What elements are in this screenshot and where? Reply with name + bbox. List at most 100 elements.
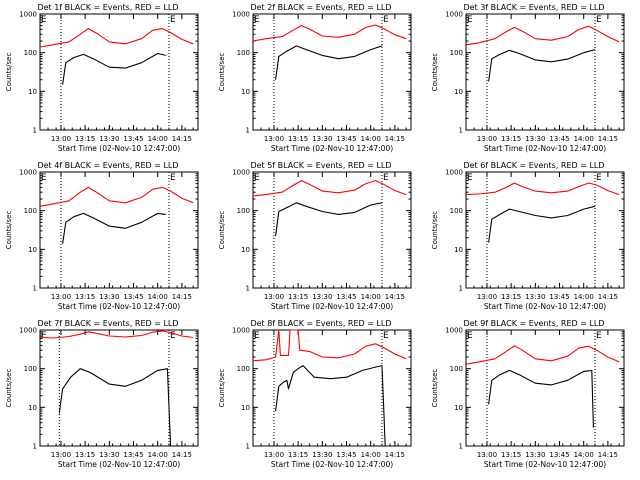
panel-title: Det 9f BLACK = Events, RED = LLD: [463, 319, 604, 328]
x-tick-label: 13:00: [264, 293, 284, 301]
x-tick-label: 14:15: [385, 135, 405, 143]
x-axis-label: Start Time (02-Nov-10 12:47:00): [58, 302, 180, 311]
y-axis-label: Counts/sec: [5, 369, 13, 408]
x-tick-label: 13:15: [288, 135, 308, 143]
corner-marker: E: [254, 15, 260, 25]
panel-det-8: Det 8f BLACK = Events, RED = LLD 1 10 100 10…: [218, 319, 412, 469]
x-tick-label: 13:45: [549, 135, 569, 143]
x-axis-label: Start Time (02-Nov-10 12:47:00): [484, 144, 606, 153]
corner-marker: E: [170, 173, 176, 183]
plot-frame: [465, 171, 625, 289]
y-axis-label: Counts/sec: [5, 211, 13, 250]
x-tick-label: 13:00: [51, 451, 71, 459]
x-tick-label: 14:15: [598, 135, 618, 143]
lld-series-line: [252, 180, 407, 197]
y-tick-label: 1000: [19, 327, 37, 335]
x-tick-label: 13:30: [99, 451, 119, 459]
y-tick-label: 1: [246, 127, 250, 135]
x-tick-label: 13:30: [525, 293, 545, 301]
corner-marker: E: [596, 173, 602, 183]
events-series-line: [488, 205, 596, 243]
y-tick-label: 100: [450, 49, 463, 57]
y-tick-label: 1: [459, 443, 463, 451]
y-tick-label: 10: [241, 404, 250, 412]
x-tick-label: 14:00: [574, 451, 594, 459]
panel-title: Det 3f BLACK = Events, RED = LLD: [463, 3, 604, 12]
plot-frame: [252, 13, 412, 131]
panel-det-2: Det 2f BLACK = Events, RED = LLD 1 10 100 10…: [218, 3, 412, 153]
y-tick-label: 1: [459, 127, 463, 135]
x-tick-label: 13:45: [123, 135, 143, 143]
y-tick-label: 100: [237, 207, 250, 215]
lld-series-line: [465, 182, 620, 196]
x-tick-label: 14:00: [361, 135, 381, 143]
y-tick-label: 10: [454, 246, 463, 254]
x-tick-label: 14:00: [574, 293, 594, 301]
y-tick-label: 10: [241, 246, 250, 254]
x-tick-label: 13:00: [477, 135, 497, 143]
x-tick-label: 13:30: [525, 451, 545, 459]
y-tick-label: 1: [246, 443, 250, 451]
x-tick-label: 13:15: [288, 451, 308, 459]
panel-det-6: Det 6f BLACK = Events, RED = LLD 1 10 100 10…: [431, 161, 625, 311]
x-tick-label: 13:15: [288, 293, 308, 301]
panel-det-9: Det 9f BLACK = Events, RED = LLD 1 10 100 10…: [431, 319, 625, 469]
x-tick-label: 13:30: [525, 135, 545, 143]
plot-frame: [39, 13, 199, 131]
x-tick-label: 13:30: [99, 135, 119, 143]
y-axis-label: Counts/sec: [218, 53, 226, 92]
y-tick-label: 100: [24, 49, 37, 57]
y-tick-label: 100: [237, 49, 250, 57]
x-tick-label: 14:15: [598, 293, 618, 301]
lld-series-line: [39, 330, 194, 339]
corner-marker: E: [254, 331, 260, 341]
x-tick-label: 13:45: [123, 293, 143, 301]
lld-series-line: [252, 329, 407, 362]
x-tick-label: 14:00: [361, 451, 381, 459]
corner-marker: E: [467, 15, 473, 25]
x-tick-label: 14:15: [172, 135, 192, 143]
y-tick-label: 1000: [19, 169, 37, 177]
x-tick-label: 13:30: [312, 135, 332, 143]
x-tick-label: 13:00: [477, 451, 497, 459]
lld-series-line: [39, 28, 194, 48]
x-axis-label: Start Time (02-Nov-10 12:47:00): [58, 144, 180, 153]
x-tick-label: 13:45: [123, 451, 143, 459]
y-tick-label: 1000: [445, 169, 463, 177]
events-series-line: [488, 49, 596, 82]
panel-title: Det 7f BLACK = Events, RED = LLD: [37, 319, 178, 328]
y-tick-label: 1: [33, 285, 37, 293]
x-tick-label: 13:30: [312, 451, 332, 459]
x-tick-label: 14:00: [148, 451, 168, 459]
x-tick-label: 13:00: [477, 293, 497, 301]
corner-marker: E: [467, 331, 473, 341]
y-tick-label: 10: [28, 246, 37, 254]
x-tick-label: 13:00: [51, 293, 71, 301]
x-axis-label: Start Time (02-Nov-10 12:47:00): [484, 460, 606, 469]
events-series-line: [62, 212, 166, 244]
panel-title: Det 6f BLACK = Events, RED = LLD: [463, 161, 604, 170]
panel-det-1: Det 1f BLACK = Events, RED = LLD 1 10 100 10…: [5, 3, 199, 153]
y-tick-label: 100: [24, 365, 37, 373]
x-axis-label: Start Time (02-Nov-10 12:47:00): [271, 460, 393, 469]
plot-frame: [465, 13, 625, 131]
corner-marker: E: [383, 331, 389, 341]
corner-marker: E: [170, 331, 176, 341]
y-tick-label: 10: [454, 404, 463, 412]
panel-det-3: Det 3f BLACK = Events, RED = LLD 1 10 100 10…: [431, 3, 625, 153]
lld-series-line: [252, 24, 407, 42]
lld-series-line: [39, 186, 194, 207]
x-tick-label: 13:00: [264, 451, 284, 459]
y-tick-label: 100: [450, 365, 463, 373]
corner-marker: E: [596, 15, 602, 25]
panel-title: Det 5f BLACK = Events, RED = LLD: [250, 161, 391, 170]
y-tick-label: 1: [33, 443, 37, 451]
y-tick-label: 1000: [445, 327, 463, 335]
x-tick-label: 13:30: [99, 293, 119, 301]
corner-marker: E: [467, 173, 473, 183]
x-tick-label: 14:15: [385, 451, 405, 459]
x-axis-label: Start Time (02-Nov-10 12:47:00): [271, 144, 393, 153]
plot-frame: [252, 171, 412, 289]
y-tick-label: 10: [454, 88, 463, 96]
corner-marker: E: [254, 173, 260, 183]
